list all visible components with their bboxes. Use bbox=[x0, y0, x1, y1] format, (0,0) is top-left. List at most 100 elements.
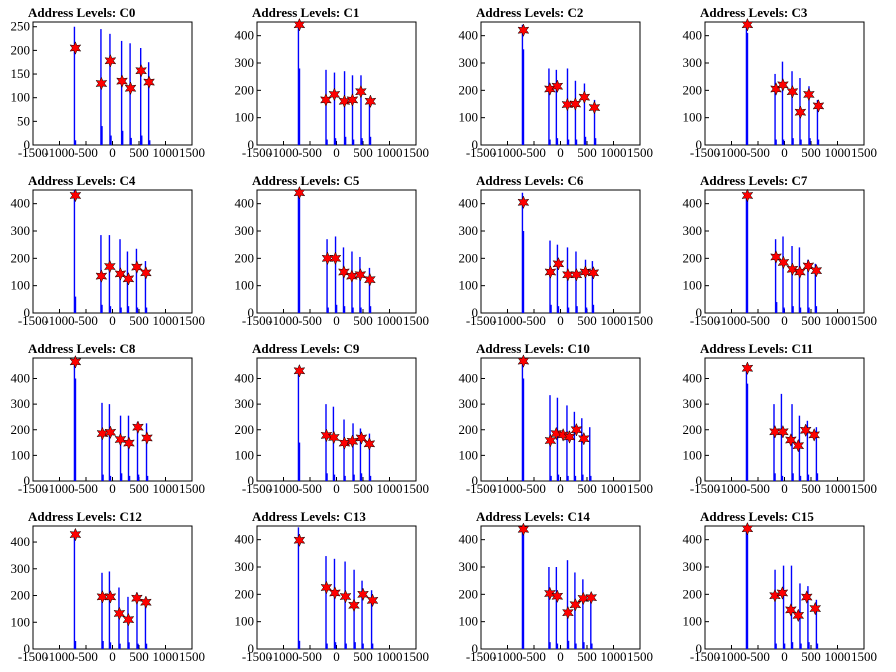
histogram-bar bbox=[522, 49, 525, 145]
x-tick-label: 500 bbox=[353, 649, 373, 664]
plot-frame bbox=[704, 525, 865, 650]
peak-star-marker bbox=[770, 250, 782, 264]
y-tick-label: 400 bbox=[11, 534, 31, 549]
x-tick-label: 1000 bbox=[825, 145, 851, 160]
x-tick-label: 0 bbox=[781, 649, 788, 664]
peak-star-marker bbox=[69, 527, 82, 542]
peak-star-marker bbox=[517, 195, 530, 210]
x-tick-label: -500 bbox=[298, 649, 322, 664]
x-tick-label: -1500 bbox=[242, 313, 272, 328]
peak-star-marker bbox=[319, 93, 332, 107]
histogram-bar bbox=[581, 418, 583, 481]
histogram-bar bbox=[781, 475, 784, 482]
x-tick-label: 1000 bbox=[601, 145, 627, 160]
chart-title: Address Levels: C6 bbox=[476, 173, 584, 188]
histogram-bar bbox=[109, 642, 112, 649]
histogram-bar bbox=[807, 474, 810, 481]
y-tick-label: 0 bbox=[696, 137, 703, 152]
peak-star-marker bbox=[570, 422, 583, 437]
peak-star-marker bbox=[104, 425, 117, 440]
histogram-bar bbox=[369, 306, 372, 313]
peak-star-marker bbox=[363, 436, 376, 451]
histogram-bar bbox=[567, 307, 570, 313]
x-tick-label: 1500 bbox=[179, 649, 205, 664]
plot-frame bbox=[256, 21, 417, 146]
x-tick-label: -1000 bbox=[268, 481, 298, 496]
histogram-bar bbox=[775, 139, 777, 145]
x-tick-label: -1000 bbox=[492, 313, 522, 328]
y-tick-label: 0 bbox=[24, 305, 31, 320]
histogram-bar bbox=[137, 643, 139, 649]
histogram-bar bbox=[774, 569, 776, 649]
peak-star-marker bbox=[809, 601, 822, 616]
peak-star-marker bbox=[346, 434, 359, 449]
histogram-bar bbox=[297, 27, 300, 145]
y-tick-label: 300 bbox=[459, 55, 479, 70]
histogram-bar bbox=[556, 138, 559, 145]
peak-star-marker bbox=[321, 251, 334, 266]
histogram-bar bbox=[368, 433, 371, 481]
peak-star-marker bbox=[132, 420, 144, 435]
peak-star-marker bbox=[808, 428, 821, 442]
y-tick-label: 100 bbox=[11, 90, 31, 105]
y-tick-label: 300 bbox=[235, 396, 255, 411]
histogram-bar bbox=[521, 192, 524, 313]
histogram-bar bbox=[745, 368, 748, 481]
histogram-bar bbox=[145, 423, 148, 481]
x-tick-label: -1500 bbox=[18, 649, 48, 664]
histogram-bar bbox=[807, 259, 809, 313]
x-tick-label: -1000 bbox=[716, 649, 746, 664]
y-tick-label: 0 bbox=[696, 641, 703, 656]
histogram-bar bbox=[583, 83, 586, 145]
peak-star-marker bbox=[587, 265, 600, 280]
x-tick-label: 500 bbox=[577, 481, 597, 496]
y-tick-label: 0 bbox=[472, 641, 479, 656]
histogram-bar bbox=[522, 378, 525, 481]
histogram-bar bbox=[128, 642, 130, 649]
histogram-bar bbox=[334, 138, 337, 145]
y-tick-label: 300 bbox=[11, 223, 31, 238]
histogram-bar bbox=[368, 267, 371, 313]
y-tick-label: 200 bbox=[11, 250, 31, 265]
peak-star-marker bbox=[551, 589, 564, 604]
histogram-bar bbox=[782, 236, 784, 313]
histogram-bar bbox=[352, 139, 355, 145]
x-tick-label: -1500 bbox=[242, 481, 272, 496]
x-tick-label: 1500 bbox=[179, 481, 205, 496]
histogram-bar bbox=[591, 643, 593, 649]
peak-star-marker bbox=[800, 590, 813, 604]
y-tick-label: 0 bbox=[696, 305, 703, 320]
histogram-bar bbox=[590, 475, 592, 482]
histogram-bar bbox=[136, 422, 139, 481]
x-tick-label: 1500 bbox=[403, 145, 429, 160]
histogram-bar bbox=[774, 73, 776, 145]
peak-star-marker bbox=[769, 424, 781, 439]
histogram-bar bbox=[555, 69, 558, 145]
peak-star-marker bbox=[741, 361, 754, 376]
histogram-bar bbox=[575, 643, 577, 649]
x-tick-label: 1500 bbox=[851, 649, 877, 664]
histogram-bar bbox=[548, 567, 550, 649]
histogram-bar bbox=[549, 139, 551, 145]
histogram-bar bbox=[550, 304, 552, 313]
x-tick-label: 1500 bbox=[403, 481, 429, 496]
y-tick-label: 200 bbox=[235, 586, 255, 601]
histogram-bar bbox=[102, 640, 104, 649]
chart-svg: 0 100 200 300 400 -1500-1000 -500 0 500 1000 1500 bbox=[683, 521, 877, 664]
histogram-bar bbox=[556, 643, 559, 649]
histogram-bar bbox=[566, 560, 569, 649]
x-tick-label: -1500 bbox=[690, 649, 720, 664]
y-tick-label: 400 bbox=[459, 532, 479, 547]
y-tick-label: 400 bbox=[683, 28, 703, 43]
x-tick-label: 0 bbox=[333, 649, 340, 664]
x-tick-label: 1500 bbox=[179, 313, 205, 328]
y-tick-label: 150 bbox=[11, 66, 31, 81]
plot-frame bbox=[32, 525, 193, 650]
chart-svg: 0 100 200 300 400 -1500-1000 -500 0 500 1000 1500 bbox=[459, 189, 653, 328]
chart-svg: 0 100 200 300 400 -1500-1000 -500 0 500 1000 1500 bbox=[683, 357, 877, 496]
histogram-bar bbox=[73, 531, 76, 649]
peak-star-marker bbox=[741, 17, 754, 32]
y-tick-label: 400 bbox=[11, 196, 31, 211]
peak-star-marker bbox=[777, 255, 790, 270]
x-tick-label: 1000 bbox=[601, 649, 627, 664]
